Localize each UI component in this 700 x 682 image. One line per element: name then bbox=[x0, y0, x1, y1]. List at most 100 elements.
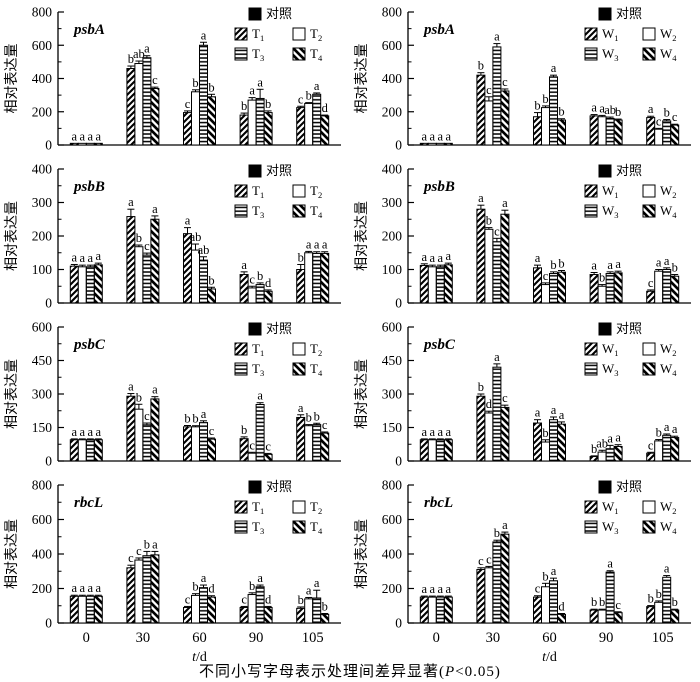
bar bbox=[541, 284, 550, 304]
sig-letter: a bbox=[551, 61, 557, 75]
gene-label: psbC bbox=[72, 337, 106, 353]
bar bbox=[484, 100, 494, 146]
sig-letter: a bbox=[257, 75, 263, 89]
legend-label: W1 bbox=[602, 183, 619, 200]
sig-letter: a bbox=[446, 582, 452, 596]
bar bbox=[142, 555, 152, 624]
bar bbox=[191, 594, 200, 624]
sig-letter: b bbox=[656, 587, 662, 601]
bar bbox=[296, 107, 306, 146]
y-tick-label: 150 bbox=[32, 420, 53, 435]
legend-swatch-control bbox=[598, 7, 612, 21]
bar bbox=[557, 271, 566, 304]
sig-letter: b bbox=[208, 273, 214, 287]
bar bbox=[549, 419, 558, 462]
gene-label: rbcL bbox=[424, 495, 453, 511]
bar bbox=[419, 142, 429, 146]
sig-letter: c bbox=[144, 409, 150, 423]
bar bbox=[605, 448, 615, 462]
bar bbox=[443, 264, 453, 304]
y-tick-label: 450 bbox=[382, 353, 403, 368]
y-tick-label: 400 bbox=[382, 162, 403, 177]
legend-label: T1 bbox=[252, 26, 264, 43]
bar bbox=[183, 112, 192, 146]
bar bbox=[427, 596, 437, 624]
x-tick-label: 30 bbox=[486, 630, 501, 646]
bar bbox=[199, 259, 208, 304]
sig-letter: a bbox=[502, 518, 508, 532]
bar bbox=[541, 441, 550, 462]
sig-letter: a bbox=[615, 257, 621, 271]
bar bbox=[427, 266, 437, 304]
sig-letter: a bbox=[249, 84, 255, 98]
sig-letter: a bbox=[535, 251, 541, 265]
y-tick-label: 400 bbox=[382, 547, 403, 562]
legend-swatch bbox=[292, 27, 306, 41]
y-tick-label: 300 bbox=[32, 387, 53, 402]
sig-letter: b bbox=[241, 423, 247, 437]
sig-letter: b bbox=[664, 106, 670, 120]
bar bbox=[670, 437, 680, 462]
bar bbox=[69, 439, 79, 462]
subplot-psbB-T: 0 100 200 300 400 相对表达量 psbB a a a a b a b ab c a a c ab b a a… bbox=[0, 157, 350, 315]
legend-swatch-control bbox=[598, 322, 612, 336]
bar bbox=[312, 424, 322, 462]
bar bbox=[662, 434, 672, 462]
y-tick-label: 400 bbox=[32, 162, 53, 177]
legend-label: T1 bbox=[252, 499, 264, 516]
sig-letter: a bbox=[672, 422, 678, 436]
sig-letter: c bbox=[672, 110, 678, 124]
sig-letter: a bbox=[422, 582, 428, 596]
sig-letter: a bbox=[185, 214, 191, 228]
y-axis-title: 相对表达量 bbox=[354, 44, 370, 114]
bar bbox=[247, 287, 257, 304]
bar bbox=[533, 422, 542, 462]
sig-letter: d bbox=[486, 397, 493, 411]
sig-letter: a bbox=[438, 251, 444, 265]
y-tick-label: 600 bbox=[382, 320, 403, 335]
sig-letter: a bbox=[591, 101, 597, 115]
sig-letter: c bbox=[648, 276, 654, 290]
bar bbox=[419, 439, 429, 462]
sig-letter: b bbox=[542, 569, 548, 583]
bar bbox=[533, 596, 542, 624]
sig-letter: a bbox=[96, 249, 102, 263]
sig-letter: c bbox=[128, 551, 134, 565]
legend-swatch bbox=[584, 27, 598, 41]
sig-letter: a bbox=[152, 202, 158, 216]
legend-swatch bbox=[584, 520, 598, 534]
bar bbox=[533, 267, 542, 304]
y-axis-title: 相对表达量 bbox=[4, 519, 20, 589]
legend-swatch bbox=[584, 500, 598, 514]
y-tick-label: 800 bbox=[32, 5, 53, 20]
sig-letter: a bbox=[152, 537, 158, 551]
sig-letter: b bbox=[478, 59, 484, 73]
legend-label: W3 bbox=[602, 519, 619, 536]
sig-letter: b bbox=[599, 595, 605, 609]
bar bbox=[142, 57, 152, 146]
y-axis-title: 相对表达量 bbox=[354, 359, 370, 429]
legend-label: W3 bbox=[602, 361, 619, 378]
legend-swatch bbox=[642, 362, 656, 376]
bar bbox=[492, 46, 502, 146]
sig-letter: a bbox=[502, 196, 508, 210]
y-tick-label: 450 bbox=[32, 353, 53, 368]
y-tick-label: 200 bbox=[32, 229, 53, 244]
legend-label: T2 bbox=[310, 183, 322, 200]
sig-letter: c bbox=[478, 554, 484, 568]
legend-label-control: 对照 bbox=[616, 321, 642, 336]
sig-letter: d bbox=[208, 582, 215, 596]
legend-swatch bbox=[234, 520, 248, 534]
legend-swatch bbox=[292, 342, 306, 356]
x-tick-label: 105 bbox=[302, 630, 324, 646]
sig-letter: a bbox=[446, 249, 452, 263]
bar bbox=[662, 269, 672, 304]
sig-letter: b bbox=[314, 409, 320, 423]
bar bbox=[85, 266, 95, 304]
